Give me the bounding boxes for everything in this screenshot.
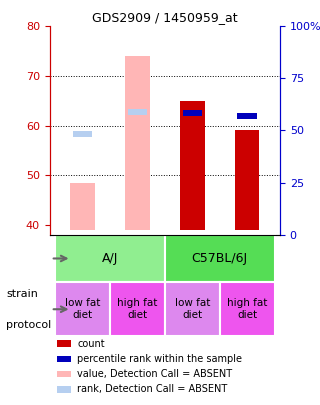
Bar — [237, 113, 257, 119]
Text: low fat
diet: low fat diet — [174, 298, 210, 320]
Bar — [165, 282, 220, 336]
Bar — [57, 371, 71, 377]
Bar — [55, 282, 110, 336]
Text: high fat
diet: high fat diet — [227, 298, 267, 320]
Bar — [55, 234, 165, 282]
Bar — [57, 340, 71, 347]
Text: value, Detection Call = ABSENT: value, Detection Call = ABSENT — [77, 369, 232, 379]
Bar — [57, 386, 71, 393]
Text: A/J: A/J — [102, 252, 118, 265]
Title: GDS2909 / 1450959_at: GDS2909 / 1450959_at — [92, 11, 238, 24]
Bar — [57, 356, 71, 362]
Text: low fat
diet: low fat diet — [65, 298, 100, 320]
Bar — [220, 282, 275, 336]
Text: high fat
diet: high fat diet — [117, 298, 157, 320]
Bar — [183, 110, 202, 116]
Text: protocol: protocol — [6, 320, 52, 330]
Bar — [73, 131, 92, 137]
Bar — [110, 282, 165, 336]
Text: C57BL/6J: C57BL/6J — [192, 252, 248, 265]
Text: rank, Detection Call = ABSENT: rank, Detection Call = ABSENT — [77, 384, 228, 394]
Bar — [180, 101, 204, 230]
Text: strain: strain — [6, 289, 38, 298]
Bar — [125, 56, 150, 230]
Bar — [70, 183, 95, 230]
Text: percentile rank within the sample: percentile rank within the sample — [77, 354, 242, 364]
Text: count: count — [77, 339, 105, 349]
Bar — [235, 130, 260, 230]
Bar — [128, 109, 147, 115]
Bar — [165, 234, 275, 282]
